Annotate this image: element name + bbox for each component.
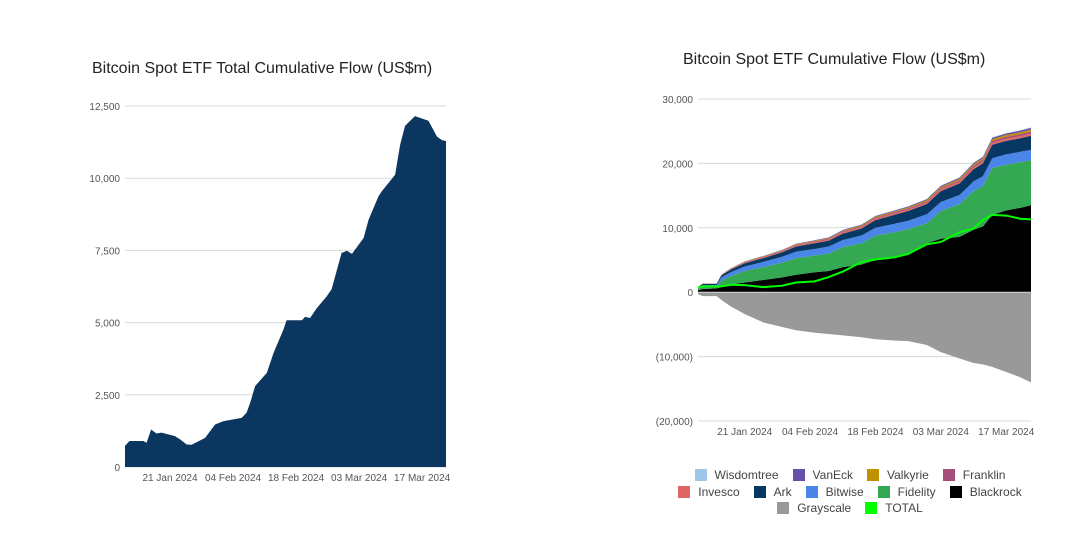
- legend-label: Wisdomtree: [714, 468, 779, 483]
- legend-label: Invesco: [698, 484, 740, 499]
- right-chart-legend: Wisdomtree VanEck Valkyrie Franklin Invesco A…: [640, 467, 1060, 517]
- legend-swatch: [949, 485, 962, 498]
- series-area-grayscale: [698, 292, 1031, 383]
- legend-item-grayscale[interactable]: Grayscale: [777, 501, 851, 515]
- y-tick-label: 10,000: [89, 174, 120, 185]
- legend-item-blackrock[interactable]: Blackrock: [949, 484, 1022, 499]
- legend-item-fidelity[interactable]: Fidelity: [877, 484, 936, 499]
- y-tick-label: 0: [114, 463, 120, 474]
- x-tick-label: 04 Feb 2024: [205, 473, 262, 484]
- x-tick-label: 21 Jan 2024: [717, 427, 772, 438]
- legend-swatch: [942, 469, 955, 482]
- y-tick-label: 12,500: [89, 102, 120, 113]
- legend-item-wisdomtree[interactable]: Wisdomtree: [694, 468, 779, 483]
- legend-swatch: [753, 485, 766, 498]
- legend-swatch: [867, 469, 879, 482]
- y-tick-label: (10,000): [656, 353, 693, 364]
- right-chart-title: Bitcoin Spot ETF Cumulative Flow (US$m): [683, 51, 986, 68]
- x-tick-label: 03 Mar 2024: [331, 473, 388, 484]
- series-area-bitwise: [698, 149, 1031, 289]
- x-tick-label: 04 Feb 2024: [782, 427, 839, 438]
- legend-label: Blackrock: [969, 484, 1022, 499]
- legend-label: Valkyrie: [887, 468, 929, 483]
- series-area-blackrock: [698, 205, 1031, 293]
- legend-label: Franklin: [962, 468, 1006, 483]
- legend-label: VanEck: [812, 468, 853, 483]
- legend-swatch: [805, 485, 818, 498]
- y-tick-label: 7,500: [95, 246, 120, 257]
- y-tick-label: 30,000: [662, 95, 693, 106]
- legend-swatch: [777, 502, 790, 515]
- legend-item-invesco[interactable]: Invesco: [678, 484, 740, 499]
- total-flow-area: [125, 116, 446, 467]
- legend-row: Invesco Ark Bitwise Fidelity Blackrock: [640, 484, 1060, 501]
- y-tick-label: (20,000): [656, 417, 693, 428]
- legend-item-vaneck[interactable]: VanEck: [792, 468, 853, 483]
- left-chart-title: Bitcoin Spot ETF Total Cumulative Flow (…: [92, 60, 433, 77]
- y-tick-label: 10,000: [662, 224, 693, 235]
- x-tick-label: 18 Feb 2024: [268, 473, 325, 484]
- legend-item-franklin[interactable]: Franklin: [942, 468, 1006, 483]
- legend-swatch: [678, 485, 691, 498]
- x-tick-label: 17 Mar 2024: [978, 427, 1035, 438]
- y-tick-label: 0: [687, 288, 693, 299]
- legend-label: TOTAL: [885, 501, 923, 516]
- legend-swatch: [694, 469, 707, 482]
- legend-swatch: [865, 502, 878, 515]
- y-tick-label: 5,000: [95, 319, 120, 330]
- x-tick-label: 17 Mar 2024: [394, 473, 451, 484]
- legend-label: Bitwise: [825, 484, 864, 499]
- series-area-fidelity: [698, 160, 1031, 291]
- legend-item-ark[interactable]: Ark: [753, 484, 792, 499]
- legend-swatch: [792, 469, 805, 482]
- x-tick-label: 03 Mar 2024: [913, 427, 970, 438]
- x-tick-label: 18 Feb 2024: [847, 427, 904, 438]
- legend-row: Grayscale TOTAL: [640, 500, 1060, 517]
- legend-item-valkyrie[interactable]: Valkyrie: [867, 468, 929, 482]
- legend-row: Wisdomtree VanEck Valkyrie Franklin: [640, 467, 1060, 484]
- x-tick-label: 21 Jan 2024: [142, 473, 197, 484]
- legend-label: Fidelity: [897, 484, 936, 499]
- y-tick-label: 2,500: [95, 391, 120, 402]
- legend-item-total[interactable]: TOTAL: [865, 501, 923, 515]
- y-tick-label: 20,000: [662, 159, 693, 170]
- legend-label: Grayscale: [797, 501, 852, 516]
- series-area-ark: [698, 135, 1031, 288]
- total-line: [697, 213, 1032, 289]
- legend-label: Ark: [773, 484, 792, 499]
- legend-item-bitwise[interactable]: Bitwise: [805, 484, 864, 499]
- legend-swatch: [877, 485, 890, 498]
